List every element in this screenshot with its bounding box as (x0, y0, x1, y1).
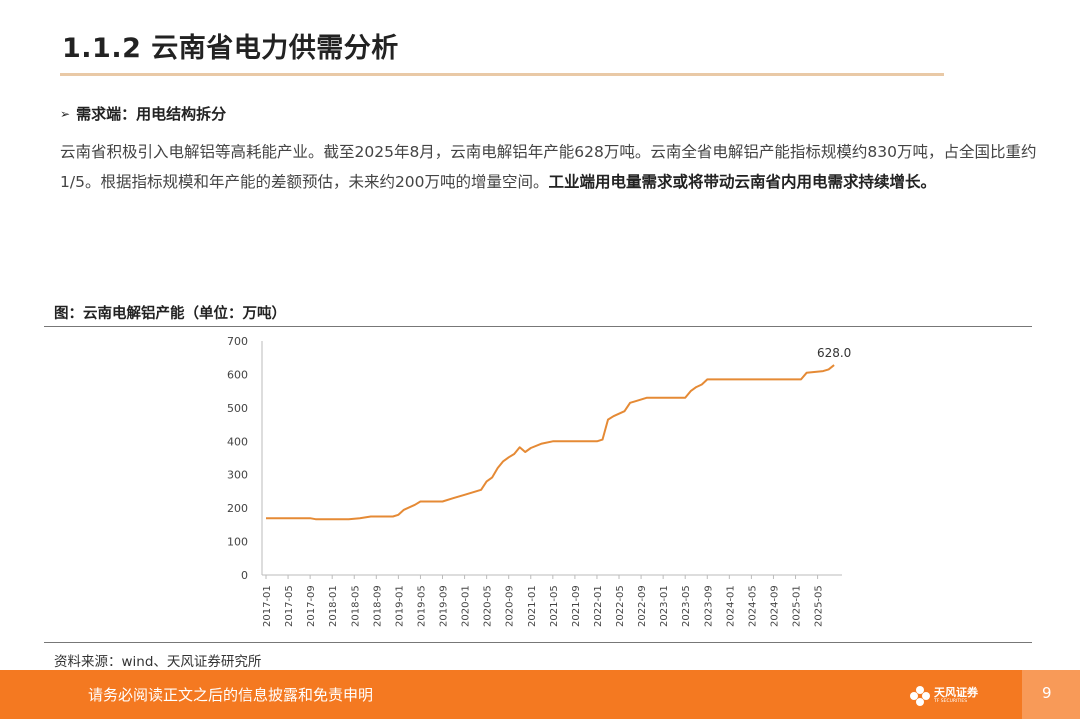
x-tick-label: 2021-01 (527, 585, 538, 627)
x-tick-label: 2024-01 (725, 585, 736, 627)
page-number-bar (1022, 670, 1080, 719)
x-tick-label: 2018-05 (350, 585, 361, 627)
y-tick-label: 300 (227, 469, 248, 482)
x-tick-label: 2022-05 (615, 585, 626, 627)
x-tick-label: 2020-01 (461, 585, 472, 627)
y-tick-label: 700 (227, 335, 248, 348)
logo-en-text: TF SECURITIES (934, 699, 968, 704)
paragraph-bold-text: 工业端用电量需求或将带动云南省内用电需求持续增长。 (548, 173, 937, 191)
figure-title: 图：云南电解铝产能（单位：万吨） (54, 306, 286, 322)
section-bullet: ➢ 需求端：用电结构拆分 (60, 103, 226, 124)
source-note: 资料来源：wind、天风证券研究所 (54, 654, 262, 670)
x-tick-label: 2025-05 (814, 585, 825, 627)
x-tick-label: 2023-01 (659, 585, 670, 627)
x-tick-label: 2017-09 (306, 585, 317, 627)
x-tick-label: 2020-09 (505, 585, 516, 627)
y-axis: 0 100 200 300 400 500 600 700 (227, 335, 263, 582)
y-tick-label: 200 (227, 502, 248, 515)
figure-top-rule (44, 326, 1032, 327)
x-tick-label: 2019-05 (416, 585, 427, 627)
x-tick-label: 2018-09 (372, 585, 383, 627)
flower-logo-icon (910, 686, 930, 706)
capacity-series-line (266, 364, 835, 521)
logo-cn-text: 天风证券 (934, 686, 978, 699)
paragraph-text: 云南省积极引入电解铝等高耗能产业。截至2025年8月，云南电解铝年产能628万吨… (60, 143, 1037, 191)
y-tick-label: 400 (227, 435, 248, 448)
x-tick-label: 2019-01 (394, 585, 405, 627)
x-tick-label: 2020-05 (483, 585, 494, 627)
x-tick-label: 2023-05 (681, 585, 692, 627)
y-tick-label: 0 (241, 569, 248, 582)
x-tick-label: 2017-01 (262, 585, 273, 627)
x-tick-label: 2024-09 (769, 585, 780, 627)
x-tick-label: 2025-01 (792, 585, 803, 627)
page-title: 1.1.2 云南省电力供需分析 (62, 33, 399, 64)
x-tick-label: 2021-09 (571, 585, 582, 627)
y-tick-label: 100 (227, 536, 248, 549)
y-tick-label: 500 (227, 402, 248, 415)
x-axis: 2017-01 2017-05 2017-09 2018-01 2018-05 2018-… (262, 574, 842, 627)
x-tick-label: 2022-01 (593, 585, 604, 627)
y-tick-label: 600 (227, 368, 248, 381)
body-paragraph: 云南省积极引入电解铝等高耗能产业。截至2025年8月，云南电解铝年产能628万吨… (60, 137, 1040, 197)
title-divider (60, 73, 944, 76)
x-tick-label: 2021-05 (549, 585, 560, 627)
end-value-label: 628.0 (817, 346, 851, 360)
x-tick-label: 2024-05 (747, 585, 758, 627)
bullet-label: 需求端：用电结构拆分 (76, 105, 227, 123)
company-logo: 天风证券 TF SECURITIES (910, 680, 990, 712)
series-group: 628.0 (266, 346, 851, 521)
footer-bar: 请务必阅读正文之后的信息披露和免责申明 天风证券 TF SECURITIES 9 (0, 670, 1080, 719)
x-tick-label: 2018-01 (328, 585, 339, 627)
page-number: 9 (1042, 684, 1052, 702)
figure-bottom-rule (44, 642, 1032, 643)
arrow-bullet-icon: ➢ (60, 106, 71, 121)
x-tick-label: 2022-09 (637, 585, 648, 627)
x-tick-label: 2023-09 (703, 585, 714, 627)
x-tick-label: 2019-09 (439, 585, 450, 627)
disclaimer-text: 请务必阅读正文之后的信息披露和免责申明 (88, 686, 374, 704)
x-tick-label: 2017-05 (284, 585, 295, 627)
